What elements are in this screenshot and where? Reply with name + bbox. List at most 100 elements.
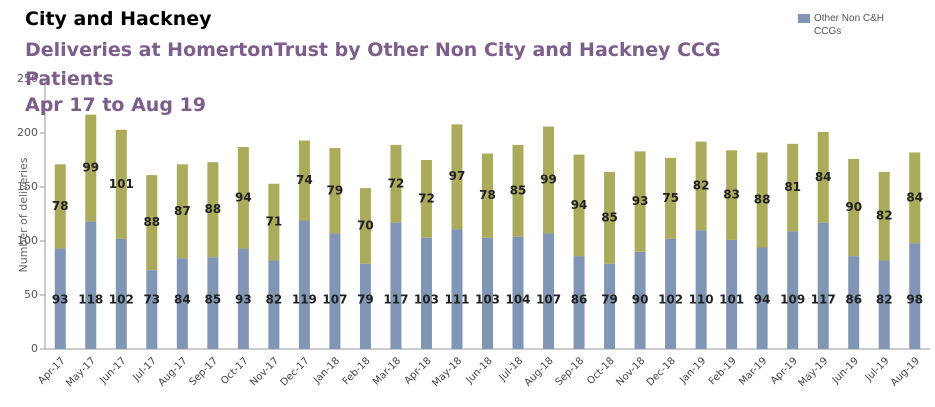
x-tick-label: Nov-17 — [248, 355, 281, 388]
bar-segment — [665, 157, 677, 239]
data-label: 103 — [414, 293, 439, 307]
data-label: 94 — [571, 198, 588, 212]
data-label: 84 — [906, 190, 923, 204]
bar-segment — [634, 251, 646, 349]
bar-segment — [756, 152, 768, 248]
bar-segment — [359, 263, 371, 349]
data-label: 74 — [296, 173, 313, 187]
data-label: 119 — [292, 293, 317, 307]
bar-segment — [695, 141, 707, 231]
data-label: 83 — [723, 188, 740, 202]
bar-segment — [298, 140, 310, 221]
data-label: 85 — [601, 210, 618, 224]
x-tick-label: Dec-17 — [279, 355, 312, 388]
data-label: 82 — [693, 178, 710, 192]
data-label: 101 — [109, 177, 134, 191]
data-label: 99 — [82, 161, 99, 175]
bar-segment — [207, 257, 219, 349]
x-tick-label: May-19 — [797, 355, 831, 389]
data-label: 72 — [388, 176, 405, 190]
bar-segment — [543, 126, 555, 234]
y-tick-label: 150 — [17, 180, 38, 193]
data-label: 79 — [601, 293, 618, 307]
data-label: 101 — [719, 293, 744, 307]
bar-segment — [909, 243, 921, 349]
x-tick-label: Mar-18 — [371, 355, 403, 387]
data-label: 109 — [780, 293, 805, 307]
data-label: 90 — [632, 293, 649, 307]
bar-segment — [878, 260, 890, 349]
x-tick-label: Feb-19 — [707, 355, 739, 387]
x-tick-label: Jul-17 — [130, 355, 159, 384]
data-label: 85 — [204, 293, 221, 307]
data-label: 81 — [784, 180, 801, 194]
bar-segment — [54, 164, 66, 249]
chart-period: Apr 17 to Aug 19 — [25, 94, 206, 116]
bar-segment — [268, 260, 280, 349]
bar-segment — [573, 154, 585, 257]
bar-segment — [482, 237, 493, 349]
bar-segment — [909, 152, 921, 244]
bar-segment — [329, 148, 341, 234]
bar-segment — [146, 270, 158, 349]
data-label: 82 — [876, 209, 893, 223]
bar-segment — [848, 158, 860, 257]
y-tick-label: 200 — [17, 126, 38, 139]
bar-segment — [726, 239, 738, 349]
bar-segment — [695, 230, 707, 349]
y-tick-label: 100 — [17, 234, 38, 247]
x-tick-label: Mar-19 — [737, 355, 769, 387]
bar-segment — [848, 256, 860, 349]
bar-segment — [726, 150, 738, 240]
bar-segment — [573, 256, 585, 349]
x-tick-label: Apr-17 — [36, 355, 67, 386]
data-label: 82 — [266, 293, 283, 307]
x-tick-label: Dec-18 — [645, 355, 678, 388]
data-label: 79 — [357, 293, 374, 307]
data-label: 102 — [658, 293, 683, 307]
bar-segment — [543, 233, 555, 349]
data-label: 78 — [52, 199, 69, 213]
x-tick-label: Jun-19 — [830, 355, 861, 386]
chart-subtitle: Deliveries at HomertonTrust by Other Non… — [25, 39, 721, 90]
data-label: 82 — [876, 293, 893, 307]
bar-segment — [482, 153, 493, 238]
legend-swatch — [798, 14, 810, 23]
data-label: 117 — [383, 293, 408, 307]
bar-segment — [390, 144, 402, 223]
data-label: 75 — [662, 191, 679, 205]
bar-segment — [878, 171, 890, 261]
y-tick-label: 50 — [24, 288, 38, 301]
bar-segment — [512, 236, 524, 349]
bar-segment — [634, 151, 646, 252]
data-label: 70 — [357, 218, 374, 232]
x-tick-label: Oct-17 — [219, 355, 251, 387]
bar-segment — [665, 238, 677, 349]
data-label: 118 — [78, 293, 103, 307]
data-label: 79 — [327, 183, 344, 197]
bar-segment — [787, 231, 799, 349]
data-label: 93 — [632, 194, 649, 208]
bar-segment — [85, 221, 97, 349]
data-label: 72 — [418, 191, 435, 205]
bar-segment — [207, 162, 219, 258]
data-label: 85 — [510, 183, 527, 197]
x-tick-label: Nov-18 — [614, 355, 647, 388]
data-label: 107 — [536, 293, 561, 307]
x-tick-label: Aug-18 — [523, 355, 556, 388]
data-label: 86 — [571, 293, 588, 307]
x-tick-label: Jun-18 — [464, 355, 495, 386]
x-tick-label: Sep-18 — [554, 355, 587, 388]
bar-segment — [390, 222, 402, 349]
y-tick-label: 250 — [17, 72, 38, 85]
bar-segment — [756, 247, 768, 349]
data-label: 73 — [143, 293, 160, 307]
bar-segment — [604, 171, 616, 264]
data-label: 71 — [266, 215, 283, 229]
bar-segment — [451, 124, 463, 230]
x-tick-label: Oct-18 — [585, 355, 617, 387]
bar-segment — [237, 248, 249, 349]
x-tick-label: Aug-17 — [156, 355, 189, 388]
x-tick-label: May-18 — [430, 355, 464, 389]
bar-segment — [146, 175, 158, 271]
